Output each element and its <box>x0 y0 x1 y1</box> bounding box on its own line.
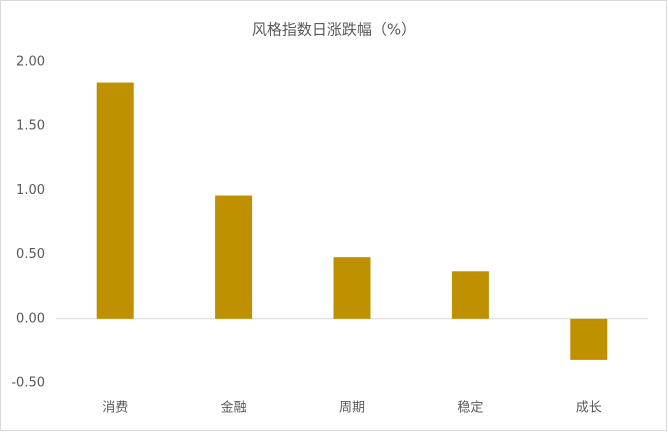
bar <box>96 82 134 319</box>
chart-title: 风格指数日涨跌幅（%） <box>252 21 416 39</box>
bar <box>333 257 371 319</box>
x-tick-label: 周期 <box>339 401 365 416</box>
y-tick-label: 1.00 <box>16 183 45 198</box>
y-tick-label: 1.50 <box>16 119 45 134</box>
y-tick-label: 2.00 <box>16 55 45 70</box>
x-tick-label: 金融 <box>221 400 247 416</box>
bar <box>570 318 608 360</box>
x-tick-label: 稳定 <box>457 400 483 416</box>
x-tick-label: 成长 <box>576 401 602 416</box>
bar <box>451 271 489 319</box>
x-tick-label: 消费 <box>102 401 128 416</box>
bar <box>215 195 253 319</box>
y-tick-label: 0.50 <box>16 247 45 262</box>
y-tick-label: -0.50 <box>11 376 45 391</box>
y-tick-label: 0.00 <box>16 311 45 326</box>
